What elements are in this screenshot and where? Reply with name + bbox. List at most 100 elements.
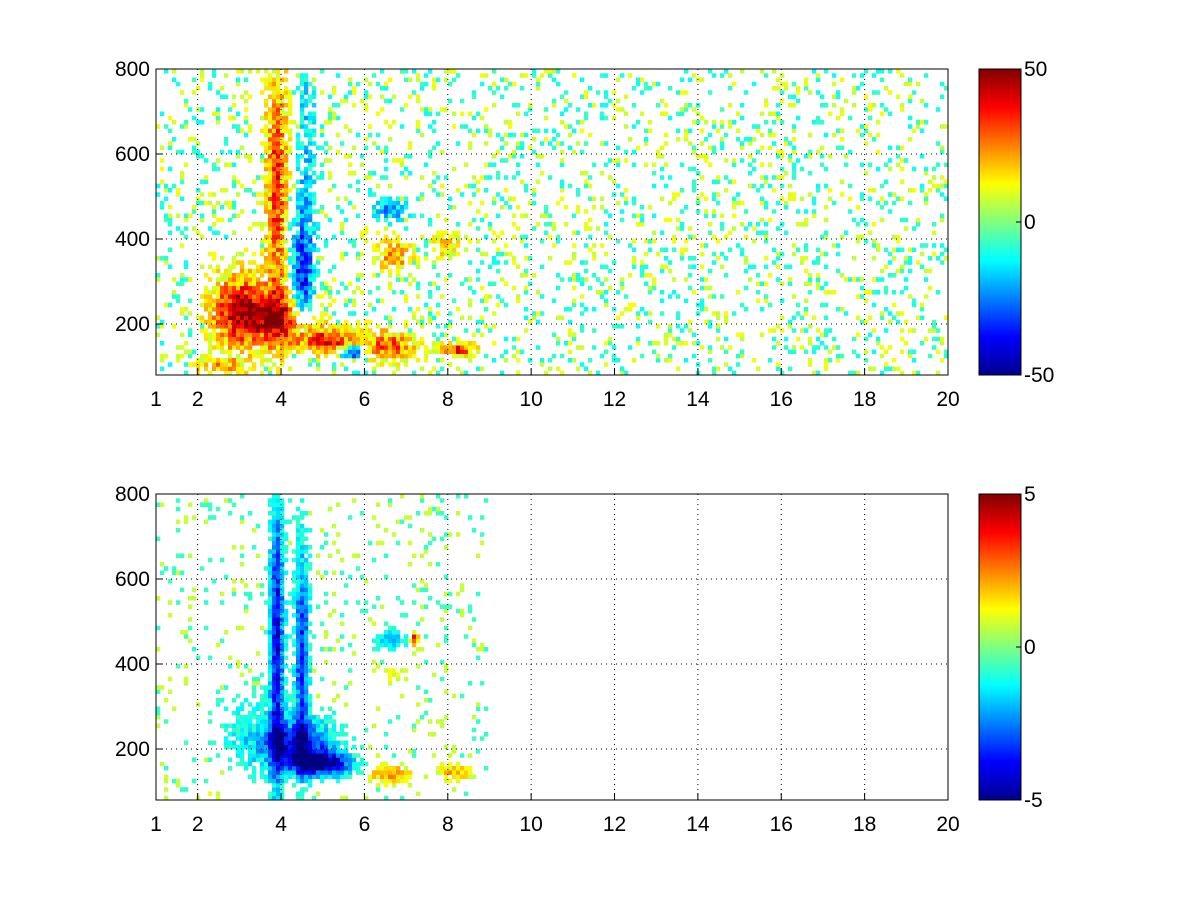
bottom-heatmap-cell [260, 749, 265, 754]
top-heatmap-cell [180, 243, 185, 248]
top-heatmap-cell [344, 319, 349, 325]
top-heatmap-cell [508, 132, 513, 138]
bottom-heatmap-cell [312, 668, 317, 673]
top-heatmap-cell [284, 183, 289, 189]
top-heatmap-cell [664, 336, 669, 342]
top-heatmap-cell [448, 362, 453, 367]
bottom-heatmap-cell [176, 519, 181, 525]
top-heatmap-cell [684, 324, 689, 329]
top-heatmap-cell [572, 256, 577, 261]
top-heatmap-cell [200, 73, 205, 78]
bottom-heatmap-cell [272, 625, 277, 631]
top-heatmap-cell [740, 353, 745, 359]
top-heatmap-cell [232, 183, 237, 189]
top-heatmap-cell [208, 294, 213, 299]
top-heatmap-cell [344, 353, 349, 359]
bottom-heatmap-cell [300, 647, 305, 652]
top-heatmap-cell [348, 328, 353, 333]
top-heatmap-cell [860, 192, 865, 197]
top-heatmap-cell [760, 183, 765, 189]
bottom-heatmap-cell [208, 655, 213, 661]
top-heatmap-cell [320, 128, 325, 134]
top-heatmap-cell [540, 264, 545, 270]
bottom-heatmap-cell [304, 727, 309, 733]
bottom-heatmap-cell [324, 659, 329, 665]
top-y-tick-label: 400 [115, 228, 150, 251]
top-heatmap-cell [356, 285, 361, 291]
top-heatmap-cell [308, 81, 313, 87]
bottom-heatmap-cell [272, 723, 277, 729]
top-heatmap-cell [292, 328, 297, 333]
bottom-heatmap-cell [352, 753, 357, 758]
top-heatmap-cell [360, 336, 365, 342]
top-heatmap-cell [460, 315, 465, 321]
top-heatmap-cell [444, 332, 449, 338]
top-heatmap-cell [320, 311, 325, 316]
bottom-heatmap-cell [240, 672, 245, 678]
bottom-heatmap-cell [312, 732, 317, 737]
bottom-heatmap-cell [280, 511, 285, 516]
top-heatmap-cell [236, 298, 241, 304]
top-heatmap-cell [200, 362, 205, 367]
top-heatmap-cell [296, 73, 301, 78]
top-heatmap-cell [760, 111, 765, 117]
bottom-heatmap-cell [268, 591, 273, 597]
top-heatmap-cell [580, 77, 585, 83]
top-heatmap-cell [696, 154, 701, 159]
top-heatmap-cell [720, 264, 725, 270]
top-heatmap-cell [500, 277, 505, 282]
top-heatmap-cell [364, 358, 369, 363]
top-heatmap-cell [580, 120, 585, 125]
top-heatmap-cell [308, 111, 313, 117]
bottom-heatmap-cell [300, 511, 305, 516]
bottom-heatmap-cell [276, 681, 281, 686]
bottom-heatmap-cell [268, 723, 273, 729]
top-heatmap-cell [220, 345, 225, 350]
top-heatmap-cell [480, 81, 485, 87]
top-heatmap-cell [364, 90, 369, 95]
top-heatmap-cell [180, 171, 185, 176]
top-heatmap-cell [204, 362, 209, 367]
top-heatmap-cell [232, 362, 237, 367]
top-heatmap-cell [272, 154, 277, 159]
top-heatmap-cell [580, 294, 585, 299]
top-heatmap-cell [436, 349, 441, 355]
top-heatmap-cell [228, 319, 233, 325]
top-heatmap-cell [872, 290, 877, 295]
top-heatmap-cell [908, 81, 913, 87]
top-heatmap-cell [344, 328, 349, 333]
bottom-heatmap-cell [332, 749, 337, 754]
top-heatmap-cell [244, 154, 249, 159]
top-heatmap-cell [264, 319, 269, 325]
top-heatmap-cell [260, 324, 265, 329]
top-heatmap-cell [268, 213, 273, 219]
bottom-heatmap-cell [256, 702, 261, 707]
bottom-heatmap-cell [260, 672, 265, 678]
top-heatmap-cell [840, 145, 845, 151]
top-heatmap-cell [496, 86, 501, 91]
top-heatmap-cell [852, 336, 857, 342]
top-heatmap-cell [232, 94, 237, 100]
top-heatmap-cell [248, 294, 253, 299]
bottom-heatmap-cell [236, 715, 241, 720]
bottom-heatmap-cell [244, 719, 249, 724]
top-heatmap-cell [776, 115, 781, 121]
top-heatmap-cell [196, 86, 201, 91]
top-heatmap-cell [400, 158, 405, 163]
top-heatmap-cell [732, 205, 737, 210]
bottom-heatmap-cell [260, 693, 265, 699]
top-heatmap-cell [472, 94, 477, 100]
top-heatmap-cell [264, 132, 269, 138]
top-heatmap-cell [232, 277, 237, 282]
top-heatmap-cell [556, 341, 561, 346]
top-heatmap-cell [668, 260, 673, 265]
top-heatmap-cell [484, 141, 489, 146]
top-heatmap-cell [772, 132, 777, 138]
bottom-heatmap-cell [340, 761, 345, 767]
bottom-heatmap-cell [412, 553, 417, 559]
bottom-heatmap-cell [188, 596, 193, 601]
top-heatmap-cell [404, 298, 409, 304]
top-heatmap-cell [492, 200, 497, 206]
top-heatmap-cell [372, 247, 377, 253]
top-heatmap-cell [232, 124, 237, 129]
